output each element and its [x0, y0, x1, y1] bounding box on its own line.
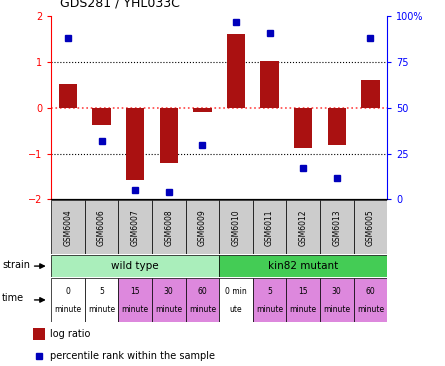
- Bar: [219, 200, 253, 254]
- Text: GSM6013: GSM6013: [332, 209, 341, 246]
- Text: GDS281 / YHL033C: GDS281 / YHL033C: [60, 0, 180, 9]
- Text: minute: minute: [121, 305, 149, 314]
- Text: strain: strain: [2, 260, 30, 270]
- Bar: [51, 278, 85, 322]
- Bar: [126, 108, 145, 180]
- Text: 0 min: 0 min: [225, 287, 247, 296]
- Text: GSM6006: GSM6006: [97, 209, 106, 246]
- Text: GSM6009: GSM6009: [198, 209, 207, 246]
- Text: 15: 15: [130, 287, 140, 296]
- Bar: [92, 108, 111, 125]
- Bar: [253, 200, 287, 254]
- Bar: [118, 278, 152, 322]
- Bar: [287, 200, 320, 254]
- Text: minute: minute: [189, 305, 216, 314]
- Bar: [320, 200, 354, 254]
- Text: 60: 60: [198, 287, 207, 296]
- Bar: [287, 278, 320, 322]
- Bar: [152, 200, 186, 254]
- Text: wild type: wild type: [111, 261, 159, 271]
- Bar: [361, 79, 380, 108]
- Bar: [227, 34, 245, 108]
- Bar: [353, 200, 387, 254]
- Bar: [328, 108, 346, 145]
- Text: percentile rank within the sample: percentile rank within the sample: [50, 351, 215, 362]
- Bar: [193, 108, 212, 112]
- Text: GSM6005: GSM6005: [366, 209, 375, 246]
- Text: minute: minute: [88, 305, 115, 314]
- Text: 5: 5: [99, 287, 104, 296]
- Bar: [59, 84, 77, 108]
- Text: 60: 60: [365, 287, 375, 296]
- Bar: [85, 200, 118, 254]
- Text: 30: 30: [164, 287, 174, 296]
- Bar: [51, 200, 85, 254]
- Bar: [186, 200, 219, 254]
- Text: minute: minute: [54, 305, 81, 314]
- Bar: [219, 255, 387, 277]
- Text: GSM6011: GSM6011: [265, 209, 274, 246]
- Bar: [118, 200, 152, 254]
- Bar: [186, 278, 219, 322]
- Text: minute: minute: [256, 305, 283, 314]
- Text: ute: ute: [230, 305, 242, 314]
- Text: GSM6010: GSM6010: [231, 209, 240, 246]
- Text: GSM6007: GSM6007: [131, 209, 140, 246]
- Text: 30: 30: [332, 287, 342, 296]
- Bar: [253, 278, 287, 322]
- Text: 15: 15: [298, 287, 308, 296]
- Text: minute: minute: [155, 305, 182, 314]
- Text: GSM6004: GSM6004: [64, 209, 73, 246]
- Text: GSM6008: GSM6008: [164, 209, 173, 246]
- Bar: [51, 255, 219, 277]
- Text: kin82 mutant: kin82 mutant: [268, 261, 338, 271]
- Bar: [219, 278, 253, 322]
- Text: 0: 0: [65, 287, 70, 296]
- Text: minute: minute: [323, 305, 350, 314]
- Bar: [85, 278, 118, 322]
- Text: 5: 5: [267, 287, 272, 296]
- Text: GSM6012: GSM6012: [299, 209, 307, 246]
- Bar: [353, 278, 387, 322]
- Bar: [320, 278, 354, 322]
- Bar: [32, 328, 45, 340]
- Bar: [152, 278, 186, 322]
- Text: minute: minute: [290, 305, 317, 314]
- Text: time: time: [2, 293, 24, 303]
- Text: minute: minute: [357, 305, 384, 314]
- Bar: [294, 108, 312, 148]
- Text: log ratio: log ratio: [50, 329, 91, 339]
- Bar: [159, 108, 178, 163]
- Bar: [260, 61, 279, 108]
